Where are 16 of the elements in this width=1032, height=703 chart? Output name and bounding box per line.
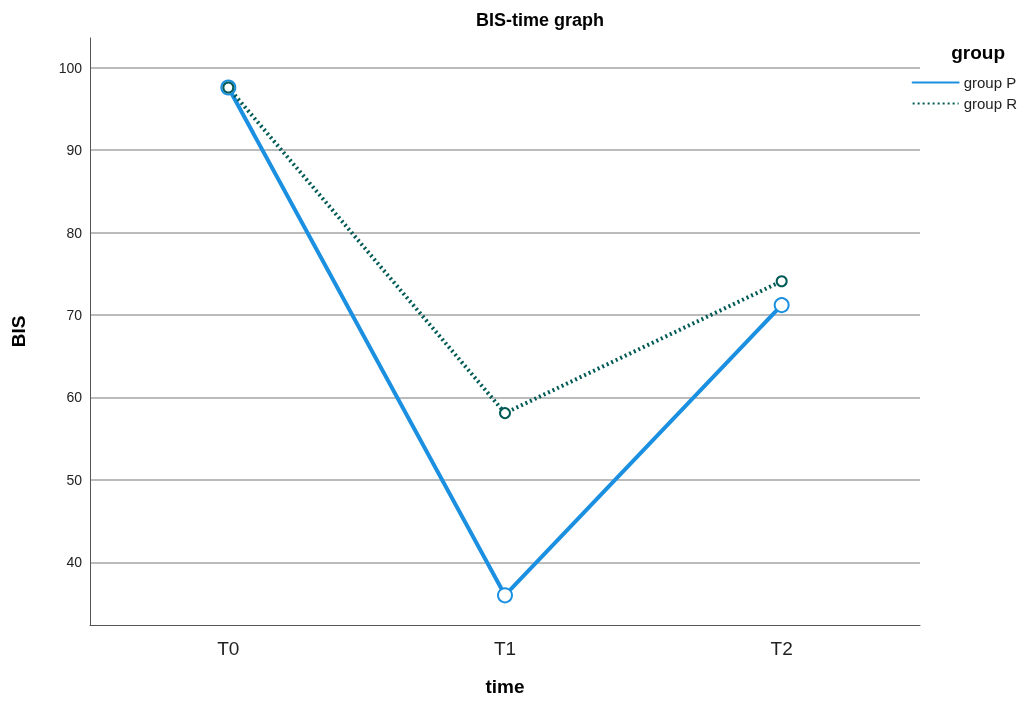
y-tick-label: 50 bbox=[66, 471, 83, 488]
y-tick-label: 80 bbox=[66, 224, 83, 241]
x-tick-label: T0 bbox=[217, 638, 240, 659]
legend-label: group R bbox=[963, 95, 1018, 112]
legend-label: group P bbox=[963, 74, 1017, 91]
chart-title: BIS-time graph bbox=[475, 10, 605, 30]
y-tick-label: 60 bbox=[66, 389, 83, 406]
y-tick-label: 90 bbox=[66, 142, 83, 159]
y-tick-label: 100 bbox=[58, 59, 83, 76]
legend-title: group bbox=[951, 42, 1006, 63]
x-tick-label: T2 bbox=[770, 638, 793, 659]
x-axis-title: time bbox=[485, 676, 525, 697]
y-axis-title: BIS bbox=[8, 315, 29, 348]
y-tick-label: 40 bbox=[66, 554, 83, 571]
x-tick-label: T1 bbox=[493, 638, 517, 659]
y-tick-label: 70 bbox=[66, 307, 83, 324]
